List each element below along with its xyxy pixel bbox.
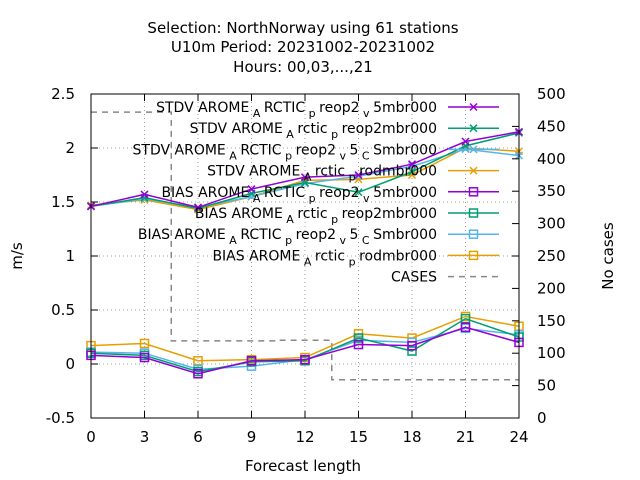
legend-marker-2: [469, 145, 478, 154]
data-point-4-3: [246, 356, 257, 366]
legend-label-1: STDV AROME A rctic p reop2mbr000: [190, 121, 437, 141]
legend-marker-7: [468, 250, 479, 261]
grid-lines: [91, 94, 519, 418]
y-tick-label: -0.5: [46, 409, 75, 427]
x-tick-label: 21: [456, 428, 475, 446]
legend-label-2: STDV AROME A RCTIC p reop2 v 5 C Smbr000: [133, 142, 437, 162]
legend-marker-6: [468, 229, 479, 239]
x-tick-label: 0: [86, 428, 96, 446]
data-point-0-6: [407, 160, 417, 169]
title-line-2: U10m Period: 20231002-20231002: [171, 38, 435, 56]
data-point-0-2: [193, 203, 203, 212]
chart-title: Selection: NorthNorway using 61 stations…: [147, 19, 458, 76]
y2-tick-label: 0: [537, 409, 547, 427]
y-tick-label: 1.5: [51, 193, 75, 211]
series-0: [86, 127, 524, 212]
data-point-7-1: [139, 338, 150, 349]
legend-label-7: BIAS AROME A rctic p rodmbr000: [212, 248, 437, 268]
y2-tick-label: 400: [537, 150, 566, 168]
y-axis-label: m/s: [8, 242, 26, 270]
legend-label-5: BIAS AROME A rctic p reop2mbr000: [195, 206, 437, 226]
y2-tick-label: 100: [537, 344, 566, 362]
data-point-4-1: [139, 352, 150, 363]
title-line-3: Hours: 00,03,...,21: [233, 58, 373, 76]
y-tick-label: 2.5: [51, 85, 75, 103]
data-point-0-3: [247, 185, 256, 194]
data-point-0-4: [300, 173, 310, 182]
data-point-5-6: [407, 346, 417, 356]
y2-tick-label: 350: [537, 182, 566, 200]
title-line-1: Selection: NorthNorway using 61 stations: [147, 19, 458, 37]
series-line-8: [91, 111, 519, 381]
legend: STDV AROME A RCTIC p reop2 v 5mbr000STDV…: [133, 100, 499, 286]
x-tick-label: 6: [193, 428, 203, 446]
series-8: [91, 111, 519, 381]
legend-marker-0: [469, 102, 478, 112]
legend-marker-3: [469, 166, 478, 175]
legend-label-8: CASES: [391, 270, 437, 286]
data-point-2-5: [354, 172, 363, 181]
y-tick-label: 1: [65, 247, 75, 265]
data-point-2-4: [300, 179, 310, 188]
y-tick-label: 0.5: [51, 301, 75, 319]
x-tick-label: 12: [295, 428, 314, 446]
y-tick-label: 2: [65, 139, 75, 157]
data-point-4-6: [407, 340, 417, 351]
y2-axis-label: No cases: [599, 222, 617, 290]
legend-label-4: BIAS AROME A RCTIC p reop2 v 5mbr000: [161, 185, 437, 205]
x-tick-label: 9: [247, 428, 257, 446]
series-layer: [86, 111, 524, 381]
legend-label-6: BIAS AROME A RCTIC p reop2 v 5 C Smbr000: [138, 227, 437, 247]
y2-tick-label: 450: [537, 117, 566, 135]
data-point-1-5: [354, 188, 363, 197]
x-tick-label: 18: [402, 428, 421, 446]
data-point-0-5: [354, 170, 363, 180]
legend-marker-5: [468, 208, 479, 218]
y2-tick-label: 150: [537, 312, 566, 330]
y2-tick-label: 500: [537, 85, 566, 103]
data-point-4-2: [193, 368, 203, 379]
y-tick-label: 0: [65, 355, 75, 373]
y2-tick-label: 250: [537, 247, 566, 265]
legend-marker-1: [469, 124, 478, 133]
data-point-0-7: [461, 137, 470, 146]
series-line-7: [90, 315, 520, 362]
x-tick-label: 3: [140, 428, 150, 446]
x-tick-label: 24: [509, 428, 528, 446]
x-tick-label: 15: [349, 428, 368, 446]
series-line-4: [90, 326, 520, 375]
data-point-4-4: [300, 354, 310, 365]
x-axis-label: Forecast length: [245, 457, 361, 475]
legend-marker-4: [468, 187, 479, 197]
y2-tick-label: 300: [537, 215, 566, 233]
legend-label-0: STDV AROME A RCTIC p reop2 v 5mbr000: [156, 100, 437, 120]
data-point-1-6: [407, 167, 417, 176]
axis-ticks: 0 3 6 9 12 15 18 21 24 -0.5 0 0.5 1 1.5 2 2.5 0 50 100 150 2…: [46, 85, 566, 446]
data-point-4-7: [460, 322, 471, 333]
data-point-4-5: [353, 339, 364, 350]
series-line-5: [90, 317, 520, 373]
legend-label-3: STDV AROME A rctic p rodmbr000: [207, 164, 437, 184]
data-point-0-1: [140, 190, 149, 199]
y2-tick-label: 200: [537, 279, 566, 297]
y2-tick-label: 50: [537, 377, 556, 395]
series-4: [86, 322, 524, 379]
data-point-5-5: [353, 333, 364, 343]
